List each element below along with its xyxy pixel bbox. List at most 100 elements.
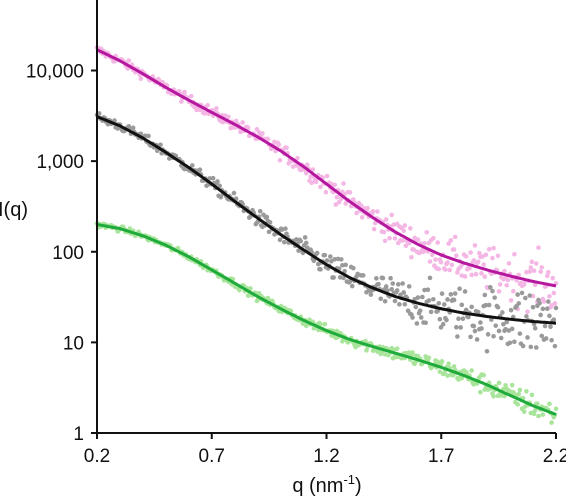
data-point-magenta: [486, 246, 492, 252]
data-point-magenta: [536, 245, 541, 250]
data-point-black: [528, 344, 534, 350]
data-point-green: [540, 412, 546, 417]
data-point-magenta: [475, 259, 481, 265]
x-tick-label: 1.2: [313, 446, 339, 467]
data-point-green: [535, 401, 540, 406]
data-point-magenta: [343, 201, 348, 206]
data-point-green: [515, 402, 520, 407]
data-point-magenta: [276, 142, 282, 147]
data-point-black: [217, 183, 222, 189]
data-point-green: [364, 348, 369, 353]
data-point-black: [462, 289, 468, 294]
data-point-black: [397, 302, 402, 307]
data-point-green: [334, 328, 340, 334]
data-point-black: [331, 275, 336, 280]
x-tick-label: 2.2: [543, 446, 566, 467]
data-point-black: [130, 125, 136, 131]
data-point-black: [543, 336, 549, 341]
data-point-black: [283, 226, 288, 231]
data-point-black: [413, 304, 419, 310]
data-point-magenta: [403, 243, 409, 249]
data-point-black: [486, 302, 492, 308]
data-point-black: [483, 302, 489, 308]
data-point-black: [351, 265, 356, 271]
data-point-black: [343, 262, 348, 268]
data-point-black: [490, 288, 495, 294]
data-point-magenta: [471, 258, 477, 263]
data-point-black: [436, 301, 442, 306]
data-point-black: [218, 194, 224, 200]
data-point-magenta: [389, 212, 394, 218]
data-point-magenta: [496, 289, 502, 294]
data-point-magenta: [214, 106, 219, 111]
y-ticks: 1 10 100 1,000 10,000: [26, 62, 97, 445]
data-point-black: [406, 284, 412, 289]
x-tick-label: 0.7: [199, 446, 225, 467]
data-point-magenta: [427, 259, 433, 264]
data-point-magenta: [505, 277, 511, 283]
data-point-black: [466, 314, 471, 320]
data-point-magenta: [429, 252, 435, 258]
data-point-magenta: [333, 202, 339, 207]
data-point-magenta: [454, 253, 459, 259]
data-point-magenta: [359, 215, 365, 220]
data-point-black: [378, 296, 384, 302]
data-point-black: [441, 302, 447, 307]
data-point-green: [451, 364, 457, 369]
data-point-magenta: [467, 265, 472, 271]
data-point-magenta: [490, 255, 495, 261]
data-point-magenta: [371, 226, 377, 232]
data-point-magenta: [539, 265, 545, 270]
data-point-black: [298, 238, 304, 244]
data-point-magenta: [402, 223, 408, 228]
data-point-black: [338, 257, 344, 262]
data-point-black: [493, 323, 499, 328]
data-point-green: [553, 406, 559, 412]
scatter-points-layer: [94, 45, 559, 425]
data-point-black: [368, 292, 374, 297]
data-point-green: [547, 401, 552, 407]
y-tick-label: 1,000: [36, 152, 84, 173]
data-point-black: [519, 290, 525, 296]
data-point-magenta: [303, 170, 309, 176]
data-point-magenta: [529, 259, 535, 265]
data-point-magenta: [521, 281, 527, 287]
data-point-black: [496, 328, 502, 334]
data-point-black: [360, 273, 366, 278]
data-point-magenta: [415, 237, 421, 242]
data-point-black: [427, 275, 433, 281]
data-point-magenta: [323, 189, 329, 195]
data-point-magenta: [469, 272, 474, 278]
data-point-black: [322, 252, 328, 258]
data-point-black: [318, 267, 323, 272]
data-point-black: [459, 302, 465, 308]
data-point-magenta: [313, 179, 319, 185]
data-point-magenta: [310, 167, 316, 172]
data-point-magenta: [334, 194, 340, 200]
fit-line-green: [96, 223, 557, 416]
data-point-black: [428, 309, 434, 315]
data-point-green: [394, 346, 400, 351]
data-point-magenta: [472, 243, 478, 248]
data-point-black: [485, 332, 491, 337]
data-point-black: [437, 316, 443, 322]
data-point-black: [324, 258, 330, 263]
data-point-magenta: [477, 250, 482, 256]
data-point-magenta: [409, 254, 414, 260]
data-point-black: [549, 337, 554, 343]
data-point-black: [328, 254, 333, 259]
data-point-black: [420, 294, 425, 300]
data-point-black: [142, 133, 148, 139]
data-point-black: [444, 317, 449, 323]
data-point-black: [515, 292, 520, 297]
data-point-green: [248, 286, 253, 291]
data-point-green: [496, 380, 502, 386]
data-point-magenta: [550, 275, 556, 281]
y-tick-label: 1: [73, 424, 84, 445]
data-point-black: [551, 317, 557, 322]
data-point-black: [282, 239, 287, 245]
data-point-black: [501, 321, 506, 327]
data-point-black: [341, 275, 346, 281]
data-point-black: [426, 298, 432, 303]
